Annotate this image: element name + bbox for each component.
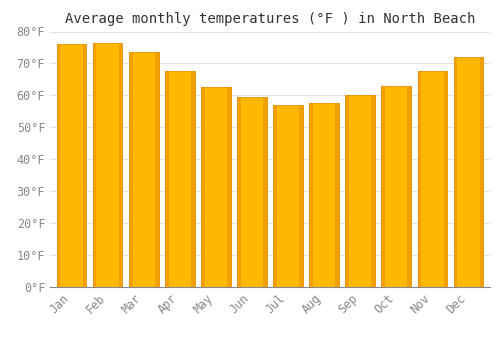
Bar (372, 95, 375, 287)
Bar (83, 44, 86, 287)
Bar (237, 97, 240, 287)
Bar (346, 95, 349, 287)
Bar (165, 71, 194, 287)
Bar (119, 43, 122, 287)
Bar (237, 97, 267, 287)
Bar (418, 71, 447, 287)
Bar (336, 103, 339, 287)
Bar (418, 71, 421, 287)
Bar (300, 105, 303, 287)
Bar (382, 86, 411, 287)
Bar (382, 86, 385, 287)
Bar (129, 52, 158, 287)
Bar (93, 43, 96, 287)
Bar (227, 88, 230, 287)
Bar (480, 57, 483, 287)
Bar (165, 71, 168, 287)
Bar (454, 57, 457, 287)
Bar (454, 57, 483, 287)
Bar (310, 103, 313, 287)
Title: Average monthly temperatures (°F ) in North Beach: Average monthly temperatures (°F ) in No… (65, 12, 475, 26)
Bar (263, 97, 267, 287)
Bar (201, 88, 230, 287)
Bar (273, 105, 277, 287)
Bar (129, 52, 132, 287)
Bar (155, 52, 158, 287)
Bar (57, 44, 86, 287)
Bar (408, 86, 411, 287)
Bar (93, 43, 122, 287)
Bar (201, 88, 204, 287)
Bar (273, 105, 303, 287)
Bar (444, 71, 447, 287)
Bar (57, 44, 60, 287)
Bar (191, 71, 194, 287)
Bar (346, 95, 375, 287)
Bar (310, 103, 339, 287)
